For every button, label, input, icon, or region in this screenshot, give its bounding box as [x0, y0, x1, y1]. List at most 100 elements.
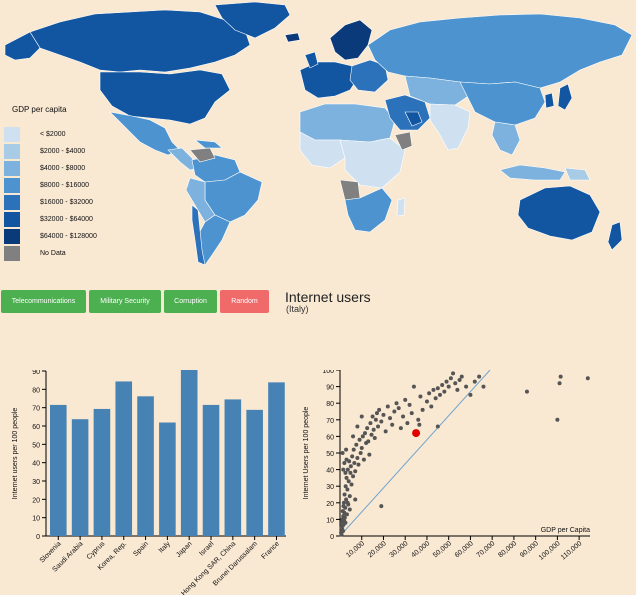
scatter-point [344, 457, 349, 462]
telecommunications-button[interactable]: Telecommunications [1, 290, 86, 313]
map-region-japan[interactable] [557, 83, 573, 111]
map-region-india[interactable] [429, 103, 471, 151]
legend-item: $2000 - $4000 [4, 144, 164, 159]
scatter-point [343, 484, 348, 489]
legend-swatch [4, 212, 20, 227]
scatter-point [377, 407, 382, 412]
legend-item: $64000 - $128000 [4, 229, 164, 244]
legend-swatch [4, 178, 20, 193]
map-region-central-africa[interactable] [339, 137, 406, 189]
x-tick-label: 40,000 [410, 540, 431, 559]
map-region-canada[interactable] [29, 9, 251, 73]
legend-swatch [4, 127, 20, 142]
scatter-point [373, 417, 378, 422]
map-region-western-europe[interactable] [299, 61, 359, 99]
random-button[interactable]: Random [220, 290, 269, 313]
legend-swatch [4, 195, 20, 210]
scatter-point [451, 371, 456, 376]
legend-title: GDP per capita [12, 105, 67, 114]
map-region-west-africa[interactable] [299, 131, 346, 169]
y-tick-label: 60 [326, 434, 334, 441]
map-region-papua[interactable] [564, 167, 591, 181]
legend-label: No Data [40, 250, 66, 257]
map-region-madagascar[interactable] [396, 197, 406, 217]
bar [50, 404, 67, 536]
y-tick-label: 80 [326, 401, 334, 408]
legend-label: $8000 - $16000 [40, 182, 90, 189]
x-tick-label: Spain [132, 540, 150, 558]
map-region-southern-africa[interactable] [344, 187, 393, 233]
map-region-indonesia[interactable] [499, 164, 566, 181]
scatter-point [344, 475, 349, 480]
scatter-point [390, 422, 395, 427]
scatter-point [345, 500, 350, 505]
y-tick-label: 100 [322, 370, 334, 375]
scatter-point [359, 414, 364, 419]
map-region-horn-of-africa[interactable] [394, 131, 413, 151]
bar [159, 422, 176, 536]
scatter-point [345, 467, 350, 472]
bar [180, 370, 198, 536]
y-tick-label: 40 [326, 468, 334, 475]
map-region-usa[interactable] [99, 69, 231, 125]
y-tick-label: 0 [36, 534, 40, 541]
y-tick-label: 80 [32, 387, 40, 394]
map-region-angola[interactable] [339, 179, 361, 201]
map-region-china[interactable] [459, 81, 546, 126]
military-security-button[interactable]: Military Security [89, 290, 161, 313]
map-region-alaska[interactable] [4, 31, 41, 61]
bar [246, 409, 263, 536]
map-region-iceland[interactable] [284, 32, 301, 43]
scatter-point [341, 529, 346, 534]
scatter-point [472, 379, 477, 384]
highlight-point [412, 429, 421, 438]
x-tick-label: 100,000 [538, 540, 562, 562]
map-region-southeast-asia[interactable] [491, 121, 521, 156]
scatter-point [354, 442, 359, 447]
map-region-guyana[interactable] [189, 147, 216, 163]
map-region-korea[interactable] [544, 92, 555, 109]
scatter-point [370, 414, 375, 419]
x-tick-label: 80,000 [497, 540, 518, 559]
scatter-point [365, 426, 370, 431]
scatter-point [347, 507, 352, 512]
scatter-point [352, 460, 357, 465]
scatter-point [417, 422, 422, 427]
x-tick-label: Israel [198, 540, 215, 557]
map-region-greenland[interactable] [214, 1, 291, 39]
scatter-point [440, 382, 445, 387]
map-region-uk[interactable] [304, 51, 319, 69]
scatter-point [558, 374, 563, 379]
y-tick-label: 30 [32, 479, 40, 486]
scatter-point [340, 451, 345, 455]
map-region-new-zealand[interactable] [607, 221, 623, 251]
map-region-chile[interactable] [191, 204, 206, 266]
y-tick-label: 50 [326, 451, 334, 458]
scatter-point [433, 396, 438, 401]
map-region-caribbean[interactable] [194, 139, 223, 149]
map-region-eastern-europe[interactable] [349, 59, 389, 93]
world-map[interactable] [0, 0, 636, 285]
scatter-point [524, 389, 529, 394]
scatter-point [342, 460, 347, 465]
scatter-point [341, 500, 346, 505]
map-region-scandinavia[interactable] [329, 19, 373, 61]
scatter-point [379, 504, 384, 509]
x-tick-label: 60,000 [454, 540, 475, 559]
legend-item: $8000 - $16000 [4, 178, 164, 193]
y-axis-label: Internet Users per 100 people [303, 407, 310, 500]
scatter-point [341, 467, 346, 472]
scatter-point [355, 424, 360, 429]
scatter-point [429, 404, 434, 409]
legend-item: $16000 - $32000 [4, 195, 164, 210]
scatter-point [361, 457, 366, 462]
scatter-point [557, 381, 562, 386]
corruption-button[interactable]: Corruption [164, 290, 217, 313]
scatter-point [407, 402, 412, 407]
map-region-north-africa[interactable] [299, 103, 396, 143]
map-region-australia[interactable] [517, 185, 601, 241]
map-region-arabian-gulf[interactable] [404, 111, 423, 127]
map-region-central-asia[interactable] [404, 75, 471, 106]
bar [224, 399, 242, 536]
x-tick-label: France [261, 540, 281, 560]
